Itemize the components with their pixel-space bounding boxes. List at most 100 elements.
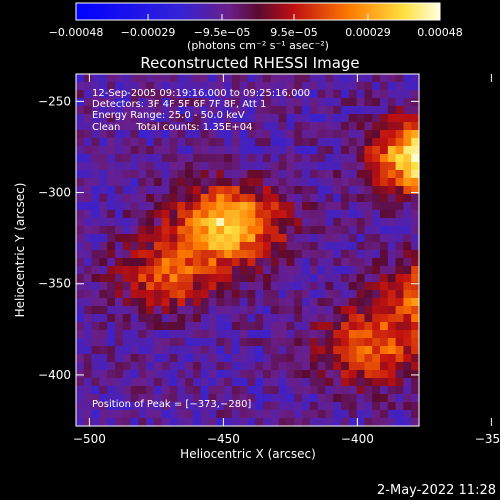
- heatmap-cell: [247, 194, 256, 203]
- heatmap-cell: [278, 186, 288, 195]
- heatmap-cell: [395, 162, 405, 171]
- heatmap-cell: [333, 138, 342, 147]
- heatmap-cell: [333, 386, 342, 395]
- heatmap-cell: [263, 250, 272, 259]
- heatmap-cell: [302, 282, 311, 291]
- heatmap-cell: [372, 146, 381, 155]
- heatmap-cell: [247, 362, 256, 371]
- heatmap-cell: [247, 186, 256, 195]
- heatmap-cell: [302, 162, 311, 171]
- annotation-detectors: Detectors: 3F 4F 5F 6F 7F 8F, Att 1: [92, 99, 266, 110]
- heatmap-cell: [231, 186, 241, 195]
- heatmap-cell: [380, 306, 389, 315]
- heatmap-cell: [239, 330, 249, 339]
- heatmap-cell: [224, 74, 233, 83]
- heatmap-cell: [387, 362, 397, 371]
- heatmap-cell: [333, 370, 342, 379]
- heatmap-cell: [185, 218, 194, 227]
- heatmap-cell: [247, 98, 256, 107]
- heatmap-cell: [208, 266, 217, 275]
- heatmap-cell: [403, 370, 412, 379]
- heatmap-cell: [200, 282, 210, 291]
- heatmap-cell: [341, 370, 350, 379]
- heatmap-cell: [395, 74, 405, 83]
- heatmap-cell: [263, 378, 272, 387]
- heatmap-cell: [270, 82, 280, 91]
- heatmap-cell: [224, 226, 233, 235]
- heatmap-cell: [114, 394, 124, 403]
- heatmap-cell: [333, 154, 342, 163]
- heatmap-cell: [114, 130, 124, 139]
- heatmap-cell: [325, 402, 334, 411]
- heatmap-cell: [138, 370, 147, 379]
- heatmap-cell: [239, 418, 249, 427]
- heatmap-cell: [130, 362, 139, 371]
- heatmap-cell: [341, 82, 350, 91]
- heatmap-cell: [317, 106, 327, 115]
- heatmap-cell: [302, 410, 311, 419]
- heatmap-cell: [364, 146, 373, 155]
- heatmap-cell: [356, 154, 366, 163]
- heatmap-cell: [333, 90, 342, 99]
- heatmap-cell: [76, 338, 85, 347]
- plot-area: −500−450−400−350−250−300−350−400: [38, 73, 500, 446]
- heatmap-cell: [138, 234, 147, 243]
- colorbar-tick-label: 0.00048: [417, 26, 463, 39]
- heatmap-cell: [161, 130, 171, 139]
- heatmap-cell: [356, 130, 366, 139]
- heatmap-cell: [317, 170, 327, 179]
- heatmap-cell: [208, 218, 217, 227]
- colorbar-ticks: −0.00048 −0.00029 −9.5e−05 9.5e−05 0.00029 0.…: [49, 14, 463, 39]
- heatmap-cell: [185, 346, 194, 355]
- heatmap-cell: [76, 162, 85, 171]
- heatmap-cell: [372, 330, 381, 339]
- heatmap-cell: [348, 314, 358, 323]
- heatmap-cell: [122, 370, 132, 379]
- heatmap-cell: [395, 154, 405, 163]
- heatmap-cell: [99, 338, 108, 347]
- heatmap-cell: [403, 386, 412, 395]
- heatmap-cell: [91, 354, 100, 363]
- heatmap-cell: [107, 338, 116, 347]
- heatmap-cell: [185, 322, 194, 331]
- heatmap-cell: [356, 122, 366, 131]
- heatmap-cell: [302, 194, 311, 203]
- heatmap-cell: [411, 202, 420, 211]
- colorbar-tick-label: −0.00048: [49, 26, 104, 39]
- heatmap-cell: [411, 234, 420, 243]
- heatmap-cell: [130, 234, 139, 243]
- heatmap-cell: [247, 370, 256, 379]
- heatmap-cell: [138, 138, 147, 147]
- heatmap-cell: [200, 394, 210, 403]
- heatmap-cell: [161, 394, 171, 403]
- heatmap-cell: [317, 130, 327, 139]
- heatmap-cell: [146, 226, 155, 235]
- heatmap-cell: [192, 98, 202, 107]
- heatmap-cell: [294, 250, 303, 259]
- heatmap-cell: [192, 178, 202, 187]
- heatmap-cell: [380, 258, 389, 267]
- heatmap-cell: [231, 74, 241, 83]
- heatmap-cell: [294, 114, 303, 123]
- heatmap-cell: [99, 354, 108, 363]
- heatmap-cell: [325, 242, 334, 251]
- heatmap-cell: [364, 290, 373, 299]
- heatmap-cell: [395, 82, 405, 91]
- heatmap-cell: [395, 274, 405, 283]
- heatmap-cell: [224, 378, 233, 387]
- heatmap-cell: [177, 282, 186, 291]
- heatmap-cell: [231, 242, 241, 251]
- heatmap-cell: [255, 306, 264, 315]
- heatmap-cell: [208, 346, 217, 355]
- heatmap-cell: [208, 338, 217, 347]
- heatmap-cell: [200, 114, 210, 123]
- heatmap-cell: [395, 146, 405, 155]
- heatmap-cell: [208, 386, 217, 395]
- heatmap-cell: [325, 114, 334, 123]
- heatmap-cell: [395, 194, 405, 203]
- heatmap-cell: [161, 322, 171, 331]
- heatmap-cell: [372, 370, 381, 379]
- heatmap-cell: [177, 274, 186, 283]
- heatmap-cell: [325, 162, 334, 171]
- heatmap-cell: [177, 410, 186, 419]
